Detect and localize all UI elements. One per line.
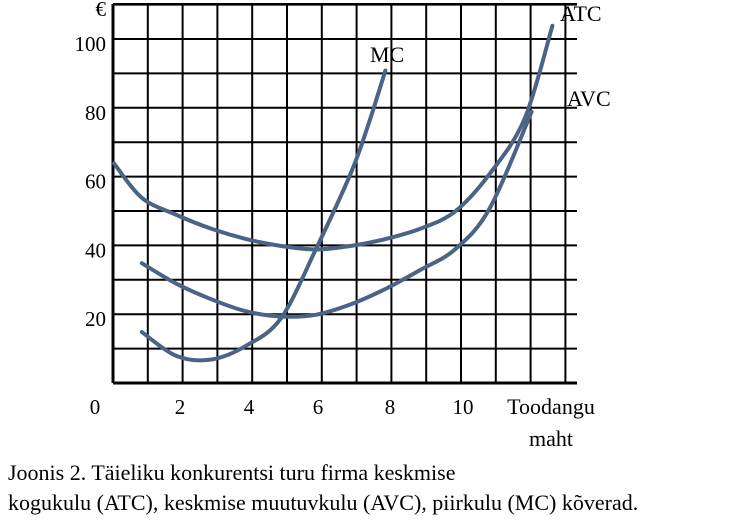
x-tick-label: 6	[313, 395, 324, 419]
y-tick-label: 60	[85, 170, 106, 194]
avc-curve-label: AVC	[567, 86, 611, 111]
y-tick-label: 100	[75, 32, 107, 56]
x-axis-label: Toodangu	[507, 394, 595, 419]
x-tick-label: 8	[385, 395, 396, 419]
figure-caption-line2: kogukulu (ATC), keskmise muutuvkulu (AVC…	[8, 490, 639, 515]
x-tick-label: 2	[175, 395, 186, 419]
figure-caption-line1: Joonis 2. Täieliku konkurentsi turu firm…	[8, 460, 456, 485]
avc-curve	[139, 109, 534, 319]
y-tick-label: 20	[85, 307, 106, 331]
y-axis-symbol: €	[96, 0, 107, 21]
x-tick-label: 10	[453, 395, 474, 419]
x-axis-label-line2: maht	[529, 426, 573, 451]
atc-curve	[112, 23, 555, 252]
chart-curves	[112, 23, 555, 363]
y-tick-label: 40	[85, 238, 106, 262]
x-tick-label: 0	[90, 395, 101, 419]
mc-curve-label: MC	[370, 42, 404, 67]
chart-grid	[111, 3, 577, 385]
x-tick-label: 4	[244, 395, 255, 419]
y-tick-label: 80	[85, 101, 106, 125]
mc-curve	[139, 68, 388, 363]
cost-curves-chart: € 20 40 60 80 100 0 2 4 6 8 10 Toodangu …	[75, 0, 611, 451]
atc-curve-label: ATC	[560, 1, 602, 26]
